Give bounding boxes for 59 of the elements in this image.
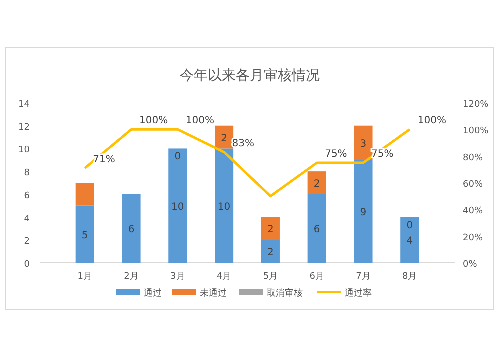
y2-tick-label: 20% — [463, 233, 484, 244]
data-label: 2 — [221, 133, 228, 144]
y2-tick-label: 0% — [463, 260, 478, 270]
bar — [308, 172, 326, 194]
data-label: 10 — [218, 202, 231, 213]
data-label: 5 — [82, 230, 88, 242]
data-label: 100% — [140, 116, 168, 127]
chart-title: 今年以来各月审核情况 — [180, 68, 320, 84]
legend-label: 未通过 — [200, 288, 227, 299]
y2-tick-label: 120% — [463, 100, 490, 110]
data-label: 0 — [406, 220, 414, 232]
data-label: 3 — [360, 139, 367, 150]
x-tick-label: 8月 — [402, 272, 418, 282]
y-tick-label: 0 — [24, 260, 30, 270]
data-label: 2 — [268, 224, 274, 236]
line-series — [84, 128, 412, 198]
legend-label: 取消审核 — [267, 288, 303, 299]
x-tick-label: 6月 — [310, 272, 324, 282]
bar — [76, 206, 94, 263]
data-label: 6 — [314, 224, 320, 236]
data-label: 10 — [172, 202, 184, 213]
data-label: 100% — [418, 116, 446, 127]
bar — [354, 126, 373, 160]
data-label: 100% — [186, 116, 214, 127]
bar — [400, 217, 420, 263]
y-tick-label: 6 — [24, 191, 30, 202]
y2-tick-label: 40% — [463, 206, 484, 217]
bar — [122, 194, 141, 263]
bar — [215, 148, 234, 263]
y-tick-label: 12 — [18, 122, 30, 133]
bar — [261, 240, 280, 263]
y-tick-label: 14 — [18, 100, 30, 110]
y-tick-label: 4 — [24, 214, 30, 224]
data-label: 4 — [406, 236, 414, 248]
data-label: 9 — [360, 208, 367, 219]
x-tick-label: 4月 — [216, 272, 232, 282]
y-tick-label: 10 — [18, 146, 30, 156]
data-label: 2 — [268, 248, 274, 259]
bar — [76, 183, 94, 206]
bar — [261, 217, 280, 240]
data-label: 75% — [325, 149, 348, 160]
y2-tick-label: 80% — [463, 153, 484, 164]
x-tick-label: 1月 — [78, 272, 92, 282]
legend-label: 通过 — [144, 288, 162, 299]
y-tick-label: 2 — [24, 237, 30, 248]
x-tick-label: 5月 — [263, 272, 278, 282]
y-tick-label: 8 — [24, 168, 30, 179]
bar — [354, 160, 373, 263]
data-label: 0 — [174, 152, 182, 163]
x-tick-label: 3月 — [170, 272, 186, 282]
y2-tick-label: 100% — [463, 126, 490, 137]
x-tick-label: 7月 — [356, 272, 371, 282]
bar — [168, 148, 188, 263]
data-label: 6 — [128, 224, 135, 236]
y2-tick-label: 60% — [463, 180, 484, 190]
data-label: 2 — [314, 179, 320, 190]
bar — [308, 194, 326, 263]
x-tick-label: 2月 — [124, 272, 139, 282]
legend-label: 通过率 — [345, 288, 372, 299]
